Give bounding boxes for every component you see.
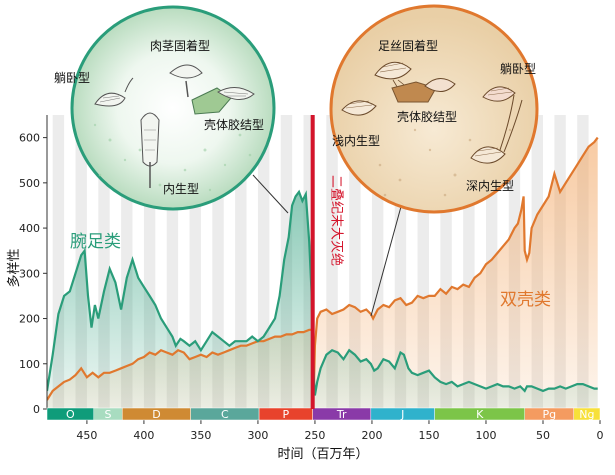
period-label: D bbox=[152, 408, 160, 421]
bg-stripe bbox=[371, 115, 384, 409]
cemented-brachiopod-icon bbox=[191, 87, 255, 115]
x-tick-label: 450 bbox=[76, 429, 97, 442]
bg-stripe bbox=[326, 115, 338, 409]
x-ticks: 450 400 350 300 250 200 150 100 50 0 bbox=[76, 420, 604, 442]
inset-label-reclining: 躺卧型 bbox=[54, 70, 90, 85]
period-label: Pg bbox=[542, 408, 556, 421]
inset-label-deep-infaunal: 深内生型 bbox=[466, 179, 514, 193]
x-tick-label: 0 bbox=[597, 429, 604, 442]
bg-stripe bbox=[143, 115, 156, 409]
period-label: Tr bbox=[336, 408, 347, 421]
bivalve-area bbox=[47, 137, 598, 409]
period-label: C bbox=[221, 408, 229, 421]
infaunal-brachiopod-icon bbox=[140, 112, 160, 188]
inset-label-reclining-bivalve: 躺卧型 bbox=[500, 61, 536, 76]
brachiopod-lifestyle-inset: 躺卧型 肉茎固着型 壳体胶结型 内生型 bbox=[54, 5, 276, 211]
y-tick-label: 200 bbox=[19, 313, 40, 326]
series-label-bivalve: 双壳类 bbox=[500, 290, 551, 310]
bg-stripe bbox=[257, 115, 270, 409]
deep-infaunal-bivalve-icon bbox=[470, 94, 523, 164]
period-label: Ng bbox=[579, 408, 594, 421]
y-tick-label: 0 bbox=[33, 403, 40, 416]
inset-label-cemented: 壳体胶结型 bbox=[204, 117, 264, 132]
reclining-brachiopod-icon bbox=[94, 77, 134, 107]
inset-label-byssate: 足丝固着型 bbox=[378, 38, 438, 53]
bg-stripe bbox=[166, 115, 179, 409]
x-tick-label: 150 bbox=[418, 429, 439, 442]
x-tick-label: 400 bbox=[133, 429, 154, 442]
x-tick-label: 250 bbox=[304, 429, 325, 442]
period-label: S bbox=[105, 408, 112, 421]
period-bar: O S D C P Tr J K Pg Ng bbox=[46, 407, 601, 421]
bg-stripe bbox=[417, 115, 429, 409]
reclining-bivalve-icon bbox=[482, 86, 516, 102]
y-tick-label: 400 bbox=[19, 222, 40, 235]
bg-stripe bbox=[440, 115, 452, 409]
y-tick-label: 300 bbox=[19, 267, 40, 280]
x-tick-label: 350 bbox=[190, 429, 211, 442]
x-axis-title: 时间（百万年） bbox=[277, 447, 368, 462]
x-tick-label: 200 bbox=[361, 429, 382, 442]
cemented-bivalve-icon bbox=[391, 78, 456, 103]
y-tick-label: 600 bbox=[19, 132, 40, 145]
x-tick-label: 50 bbox=[536, 429, 550, 442]
bg-stripe bbox=[121, 115, 133, 409]
extinction-label: 二叠纪末大灭绝 bbox=[329, 175, 345, 266]
bg-stripe bbox=[349, 115, 361, 409]
pedicle-brachiopod-icon bbox=[169, 64, 203, 98]
y-tick-label: 100 bbox=[19, 358, 40, 371]
bg-stripe bbox=[189, 115, 201, 409]
inset-label-cemented-bivalve: 壳体胶结型 bbox=[397, 109, 457, 124]
inset-label-shallow-infaunal: 浅内生型 bbox=[332, 134, 380, 148]
background-stripes bbox=[52, 115, 589, 409]
bg-stripe bbox=[98, 115, 110, 409]
x-tick-label: 300 bbox=[247, 429, 268, 442]
bivalve-lifestyle-inset: 足丝固着型 躺卧型 壳体胶结型 浅内生型 深内生型 bbox=[329, 4, 539, 214]
inset-label-pedicle: 肉茎固着型 bbox=[150, 38, 210, 53]
bg-stripe bbox=[235, 115, 247, 409]
x-tick-label: 100 bbox=[475, 429, 496, 442]
period-segment bbox=[573, 407, 601, 421]
bivalve-inset-connector bbox=[370, 202, 403, 317]
bg-stripe bbox=[212, 115, 224, 409]
brachiopod-inset-connector bbox=[252, 174, 289, 214]
inset-label-infaunal: 内生型 bbox=[163, 182, 199, 196]
bg-stripe bbox=[463, 115, 475, 409]
period-label: J bbox=[400, 408, 404, 421]
series-label-brachiopod: 腕足类 bbox=[70, 232, 121, 252]
y-ticks: 0 100 200 300 400 500 600 bbox=[19, 132, 47, 416]
bg-stripe bbox=[394, 115, 407, 409]
y-tick-label: 500 bbox=[19, 177, 40, 190]
y-axis-title: 多样性 bbox=[6, 248, 22, 287]
period-label: O bbox=[66, 408, 75, 421]
bivalve-line bbox=[47, 136, 599, 401]
bg-stripe bbox=[52, 115, 65, 409]
period-label: P bbox=[283, 408, 290, 421]
period-label: K bbox=[476, 408, 484, 421]
shallow-infaunal-bivalve-icon bbox=[341, 100, 377, 116]
